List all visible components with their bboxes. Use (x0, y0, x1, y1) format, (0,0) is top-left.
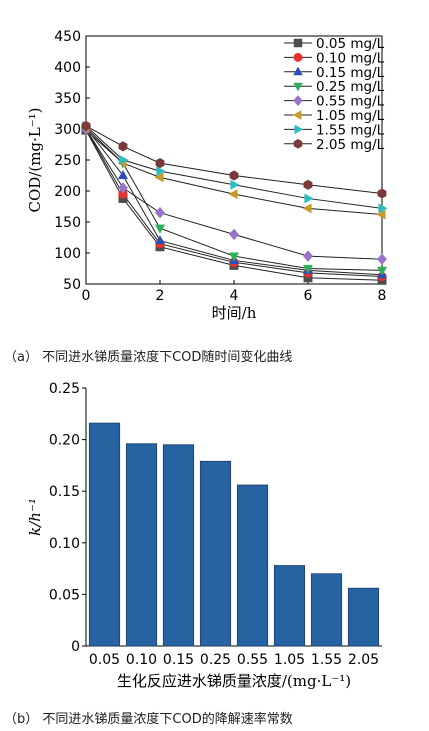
bar (273, 565, 306, 647)
legend-marker (293, 95, 303, 107)
bar (88, 422, 121, 647)
legend-label: 0.55 mg/L (316, 94, 385, 110)
x-axis-label: 时间/h (212, 304, 257, 322)
x-tick-label: 1.55 (311, 652, 342, 668)
y-axis-label: COD/(mg·L⁻¹) (26, 107, 44, 212)
x-tick-label: 0.55 (237, 652, 268, 668)
x-tick-label: 0.15 (163, 652, 194, 668)
data-point (376, 209, 386, 220)
series-line-0 (85, 130, 383, 281)
bar (236, 484, 269, 647)
legend-marker (293, 138, 303, 149)
legend-marker (293, 66, 303, 76)
cod-line-chart: 0 2 4 6 8 50 100 150 200 250 300 350 400 450 时间/h COD/(… (26, 29, 388, 322)
x-tick-label: 0.25 (200, 652, 231, 668)
y-tick-label: 450 (54, 29, 81, 45)
y-tick-label: 50 (63, 277, 81, 293)
x-tick-label: 1.05 (274, 652, 305, 668)
series-line-7 (85, 125, 383, 194)
data-point (377, 188, 387, 199)
legend-label: 0.25 mg/L (316, 79, 385, 95)
legend-marker (293, 38, 303, 48)
caption-a: （a） 不同进水锑质量浓度下COD随时间变化曲线 (4, 350, 293, 365)
y-tick-label: 0.15 (49, 484, 80, 500)
caption-b: （b） 不同进水锑质量浓度下COD的降解速率常数 (4, 712, 293, 727)
y-tick-label: 250 (54, 153, 81, 169)
data-point (304, 193, 314, 204)
data-point (377, 253, 387, 266)
data-point (155, 206, 165, 219)
data-point (156, 166, 166, 177)
x-tick-label: 2.05 (348, 652, 379, 668)
x-tick-label: 4 (230, 288, 239, 304)
x-tick-label: 6 (304, 288, 313, 304)
y-tick-label: 0.25 (49, 381, 80, 397)
data-point (154, 172, 164, 183)
data-point (154, 224, 166, 234)
x-axis-label: 生化反应进水锑质量浓度/(mg·L⁻¹) (117, 672, 351, 690)
data-point (119, 154, 129, 166)
legend-label: 1.55 mg/L (316, 122, 385, 138)
y-tick-label: 350 (54, 91, 81, 107)
legend-label: 2.05 mg/L (316, 137, 385, 153)
data-point (303, 250, 313, 262)
data-point (230, 179, 240, 190)
legend-marker (293, 52, 303, 62)
x-tick-label: 2 (156, 288, 165, 304)
y-tick-label: 0.20 (49, 433, 80, 449)
y-tick-label: 400 (54, 60, 81, 76)
bar (347, 587, 380, 647)
series-line-1 (85, 128, 383, 278)
y-tick-label: 0 (71, 639, 80, 655)
x-tick-label: 0.05 (89, 652, 120, 668)
data-point (378, 203, 388, 214)
bar (199, 460, 232, 647)
bar (162, 444, 195, 647)
y-tick-label: 200 (54, 184, 81, 200)
x-tick-label: 0.10 (126, 652, 157, 668)
legend-marker (292, 110, 302, 120)
data-point (117, 169, 129, 180)
legend-marker (293, 82, 303, 92)
data-point (118, 182, 128, 194)
series-line-4 (85, 128, 383, 260)
y-tick-label: 150 (54, 215, 81, 231)
data-point (154, 235, 166, 245)
data-point (228, 252, 240, 262)
data-point (229, 228, 239, 241)
bar (125, 443, 158, 647)
x-tick-label: 0 (82, 288, 91, 304)
legend-marker (294, 124, 304, 135)
y-tick-label: 0.10 (49, 536, 80, 552)
data-point (228, 189, 238, 200)
data-point (81, 120, 91, 132)
x-tick-label: 8 (378, 288, 387, 304)
legend: 0.05 mg/L0.10 mg/L0.15 mg/L0.25 mg/L0.55… (284, 36, 385, 153)
y-tick-label: 300 (54, 122, 81, 138)
legend-label: 1.05 mg/L (316, 108, 385, 124)
data-point (302, 203, 312, 214)
data-point (302, 264, 314, 275)
data-point (376, 266, 388, 276)
data-point (303, 179, 313, 190)
series-line-2 (85, 127, 383, 276)
data-point (118, 141, 128, 152)
legend-label: 0.10 mg/L (316, 50, 385, 66)
data-point (155, 157, 165, 169)
legend-label: 0.15 mg/L (316, 65, 385, 81)
y-tick-label: 0.05 (49, 587, 80, 603)
y-tick-label: 100 (54, 246, 81, 262)
series-line-6 (85, 125, 383, 209)
y-axis-label: k/h⁻¹ (26, 498, 44, 536)
series-line-5 (85, 127, 383, 216)
data-point (229, 170, 239, 181)
legend-label: 0.05 mg/L (316, 36, 385, 52)
bar (310, 573, 343, 647)
